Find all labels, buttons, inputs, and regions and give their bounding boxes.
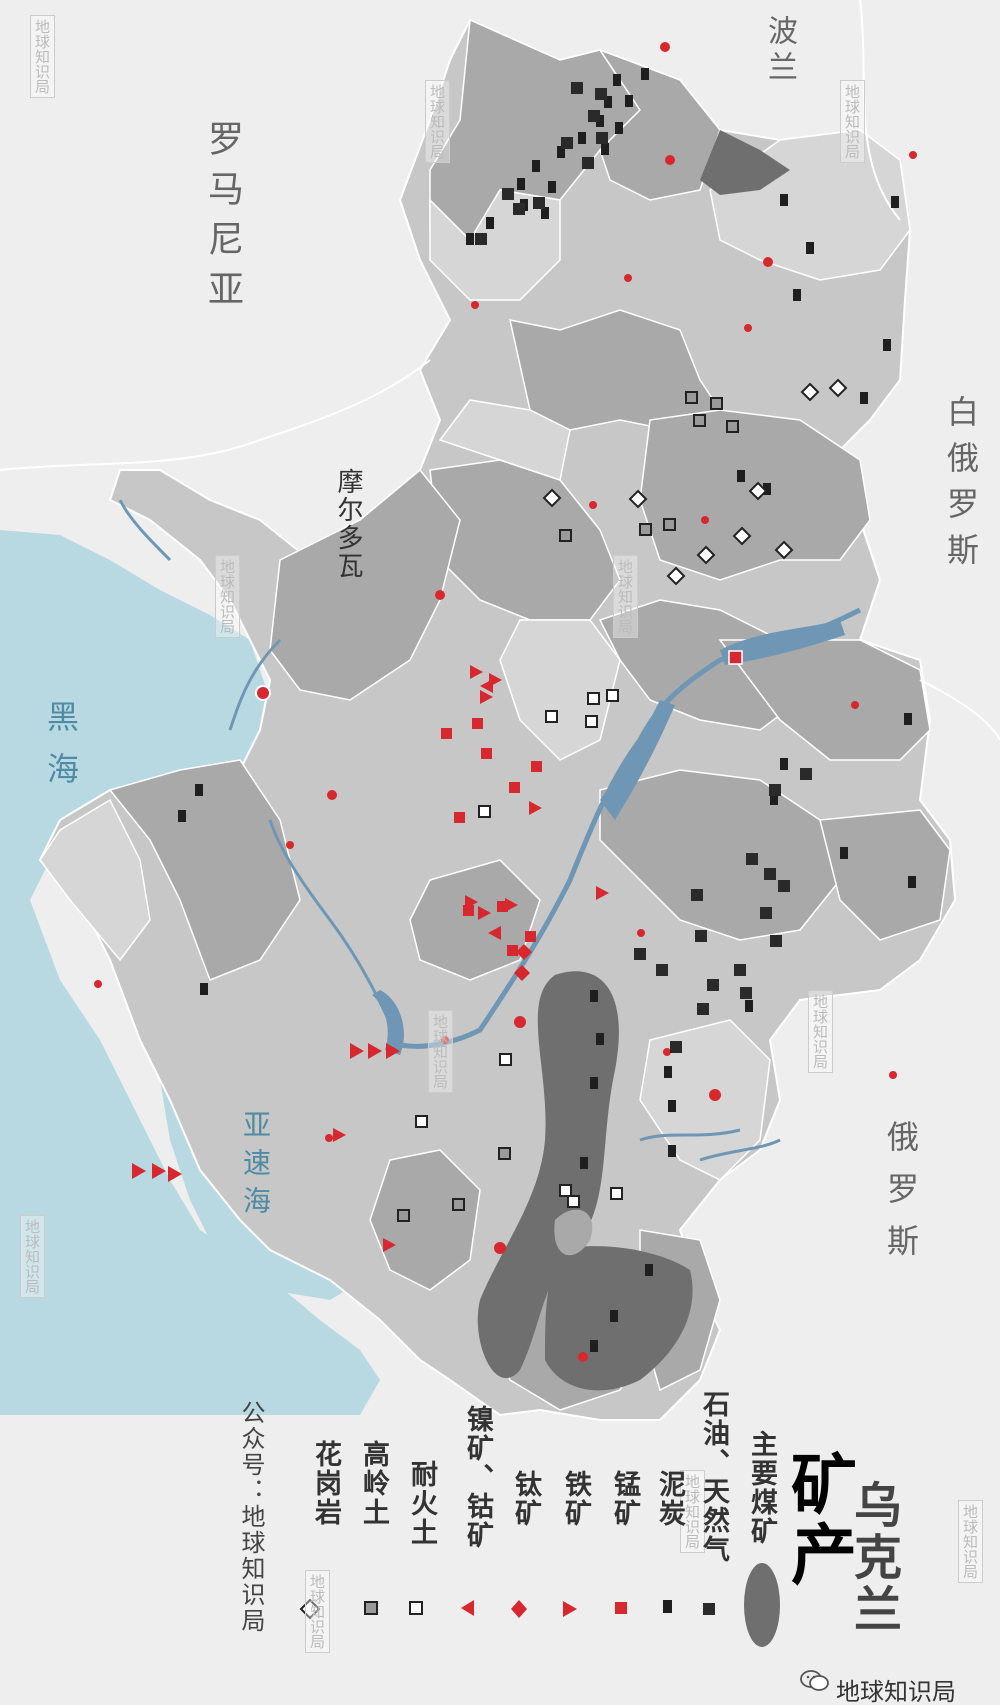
watermark: 地球知识局 xyxy=(30,15,55,98)
black-sea xyxy=(0,530,380,1415)
granite-deposits xyxy=(542,378,848,586)
map-title: 乌克兰 xyxy=(838,1480,908,1636)
oil-gas-deposits xyxy=(475,82,812,1053)
legend-nickel-cobalt-symbol xyxy=(461,1600,474,1616)
title-minerals: 矿产 xyxy=(780,1450,857,1590)
country-borders xyxy=(0,0,1000,741)
legend-label-granite: 花岗岩 xyxy=(310,1440,341,1527)
watermark: 地球知识局 xyxy=(305,1570,330,1653)
label-black-sea: 黑海 xyxy=(42,700,80,804)
wechat-icon xyxy=(800,1670,829,1691)
peat-marker xyxy=(613,74,621,86)
legend-oil-gas-symbol xyxy=(703,1603,715,1615)
legend-peat-symbol xyxy=(663,1600,672,1613)
watermark: 地球知识局 xyxy=(215,555,240,638)
reservoirs xyxy=(372,620,845,1055)
legend-symbols xyxy=(299,1563,780,1647)
legend-label-peat: 泥炭 xyxy=(654,1470,685,1528)
watermark: 地球知识局 xyxy=(680,1470,705,1553)
donbas-coal-field xyxy=(477,971,619,1379)
title-country: 乌克兰 xyxy=(845,1480,901,1636)
label-moldova: 摩尔多瓦 xyxy=(333,468,363,580)
account-label: 公众号：地球知识局 xyxy=(237,1400,265,1634)
legend-refractory-clay-symbol xyxy=(409,1601,423,1615)
watermark: 地球知识局 xyxy=(428,1010,453,1093)
label-poland: 波兰 xyxy=(762,15,797,87)
watermark: 地球知识局 xyxy=(20,1215,45,1298)
lviv-volyn-coal-field xyxy=(700,130,790,195)
watermark: 地球知识局 xyxy=(808,990,833,1073)
legend-label-refractory-clay: 耐火土 xyxy=(406,1460,437,1547)
watermark: 地球知识局 xyxy=(425,80,450,163)
legend-manganese-symbol xyxy=(615,1602,627,1614)
legend-label-oil-gas: 石油、天然气 xyxy=(698,1390,729,1564)
legend-label-coal-field: 主要煤矿 xyxy=(746,1430,777,1546)
label-russia: 俄罗斯 xyxy=(882,1120,920,1276)
brand-label: 地球知识局 xyxy=(836,1678,956,1705)
oil-gas-marker xyxy=(571,82,583,94)
legend-titanium-symbol xyxy=(511,1600,527,1618)
nickel-cobalt-deposits xyxy=(480,679,501,940)
legend-label-kaolin: 高岭土 xyxy=(358,1440,389,1527)
watermark: 地球知识局 xyxy=(958,1500,983,1583)
legend-label-manganese: 锰矿 xyxy=(609,1470,640,1528)
city-dots xyxy=(94,42,917,1362)
label-azov-sea: 亚速海 xyxy=(239,1110,272,1224)
titanium-deposits xyxy=(514,944,532,981)
legend-label-titanium: 钛矿 xyxy=(510,1470,541,1528)
legend-kaolin-symbol xyxy=(364,1601,378,1615)
label-belarus: 白俄罗斯 xyxy=(942,395,980,579)
legend-coal-field-symbol xyxy=(744,1563,780,1647)
legend-label-iron: 铁矿 xyxy=(560,1470,591,1528)
kaolin-deposits xyxy=(415,689,623,1208)
label-romania: 罗马尼亚 xyxy=(202,120,243,320)
manganese-deposits xyxy=(441,650,743,956)
watermark: 地球知识局 xyxy=(613,555,638,638)
legend-label-nickel-cobalt: 镍矿、钴矿 xyxy=(462,1405,493,1550)
refractory-clay-deposits xyxy=(397,391,739,1222)
legend-iron-symbol xyxy=(563,1601,577,1617)
watermark: 地球知识局 xyxy=(840,80,865,163)
iron-deposits xyxy=(132,665,609,1252)
